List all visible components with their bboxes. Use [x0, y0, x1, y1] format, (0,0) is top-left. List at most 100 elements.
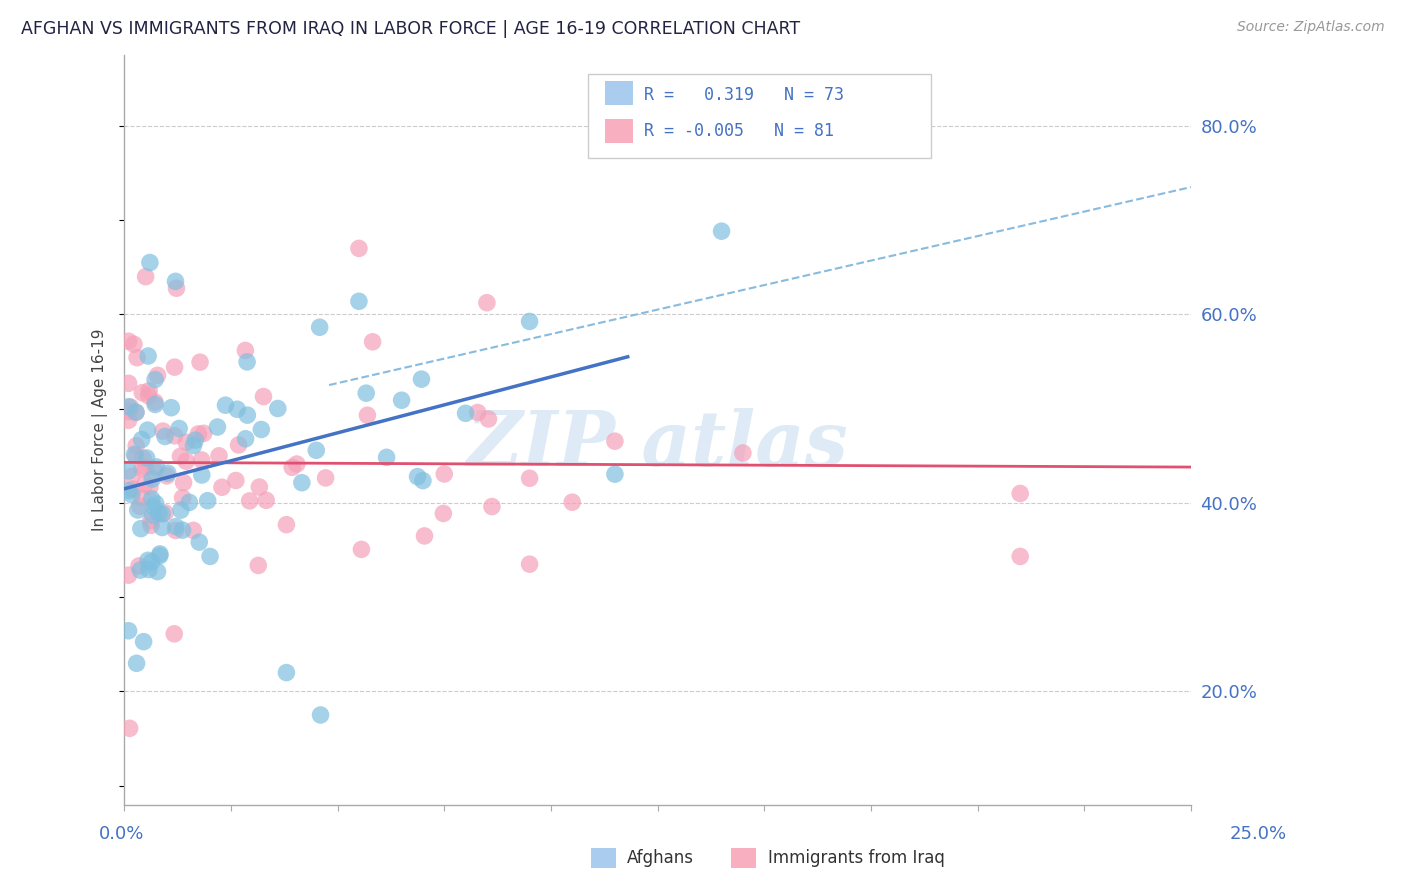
- Point: [308, 320, 330, 334]
- Point: [413, 529, 436, 543]
- Point: [454, 406, 477, 420]
- Point: [191, 468, 214, 483]
- Point: [183, 438, 205, 452]
- Point: [132, 451, 155, 466]
- Point: [149, 549, 172, 563]
- Point: [163, 429, 186, 443]
- Point: [198, 549, 221, 564]
- Point: [188, 355, 211, 369]
- Point: [131, 462, 153, 476]
- Point: [235, 432, 257, 446]
- Point: [375, 450, 398, 465]
- Text: Immigrants from Iraq: Immigrants from Iraq: [768, 849, 945, 867]
- Point: [136, 553, 159, 567]
- Point: [406, 469, 429, 483]
- Point: [143, 397, 166, 411]
- Point: [188, 535, 211, 549]
- Point: [477, 412, 499, 426]
- Point: [173, 475, 195, 490]
- Point: [156, 469, 179, 483]
- Point: [124, 447, 146, 461]
- Point: [117, 483, 139, 498]
- Point: [117, 413, 139, 427]
- Point: [138, 389, 160, 403]
- Point: [211, 480, 233, 494]
- Point: [356, 409, 378, 423]
- Point: [136, 423, 159, 437]
- Point: [139, 480, 162, 494]
- Point: [267, 401, 290, 416]
- Point: [519, 471, 541, 485]
- Point: [141, 491, 163, 506]
- Point: [603, 467, 626, 482]
- Point: [143, 463, 166, 477]
- Point: [197, 493, 219, 508]
- Point: [118, 721, 141, 735]
- Point: [156, 467, 179, 481]
- Point: [152, 424, 174, 438]
- Point: [139, 514, 162, 528]
- Point: [138, 563, 160, 577]
- Text: R =   0.319   N = 73: R = 0.319 N = 73: [644, 87, 844, 104]
- Point: [172, 523, 194, 537]
- Point: [132, 634, 155, 648]
- Point: [247, 558, 270, 573]
- Point: [475, 295, 498, 310]
- Point: [134, 460, 156, 475]
- Point: [153, 429, 176, 443]
- Point: [166, 281, 188, 295]
- Point: [139, 255, 162, 269]
- Point: [165, 519, 187, 533]
- Point: [254, 493, 277, 508]
- Point: [391, 393, 413, 408]
- Point: [131, 491, 153, 505]
- Point: [163, 360, 186, 375]
- Point: [160, 401, 183, 415]
- Point: [117, 400, 139, 414]
- Point: [131, 433, 153, 447]
- Point: [122, 482, 145, 496]
- Point: [305, 443, 328, 458]
- Point: [129, 563, 152, 577]
- Text: ZIP atlas: ZIP atlas: [467, 408, 848, 482]
- Point: [120, 400, 142, 414]
- Point: [143, 373, 166, 387]
- Point: [122, 337, 145, 351]
- Point: [519, 557, 541, 571]
- Point: [710, 224, 733, 238]
- Point: [226, 402, 249, 417]
- Text: 25.0%: 25.0%: [1229, 825, 1286, 843]
- Text: R = -0.005   N = 81: R = -0.005 N = 81: [644, 122, 834, 140]
- Point: [153, 506, 176, 520]
- Point: [165, 524, 187, 538]
- Point: [135, 269, 157, 284]
- Point: [117, 624, 139, 638]
- Point: [163, 627, 186, 641]
- Point: [183, 524, 205, 538]
- Point: [125, 405, 148, 419]
- Point: [117, 334, 139, 349]
- Point: [129, 500, 152, 514]
- Point: [432, 507, 454, 521]
- Point: [603, 434, 626, 449]
- Point: [225, 474, 247, 488]
- Point: [481, 500, 503, 514]
- Point: [291, 475, 314, 490]
- Point: [179, 495, 201, 509]
- Point: [214, 398, 236, 412]
- Point: [129, 522, 152, 536]
- Point: [165, 274, 187, 288]
- Point: [519, 314, 541, 328]
- Point: [167, 421, 190, 435]
- Point: [433, 467, 456, 481]
- Point: [350, 542, 373, 557]
- Point: [411, 372, 433, 386]
- Point: [236, 408, 259, 422]
- Point: [145, 496, 167, 510]
- Point: [149, 547, 172, 561]
- Point: [142, 500, 165, 515]
- Point: [561, 495, 583, 509]
- Point: [412, 474, 434, 488]
- Point: [247, 480, 270, 494]
- Point: [1010, 486, 1032, 500]
